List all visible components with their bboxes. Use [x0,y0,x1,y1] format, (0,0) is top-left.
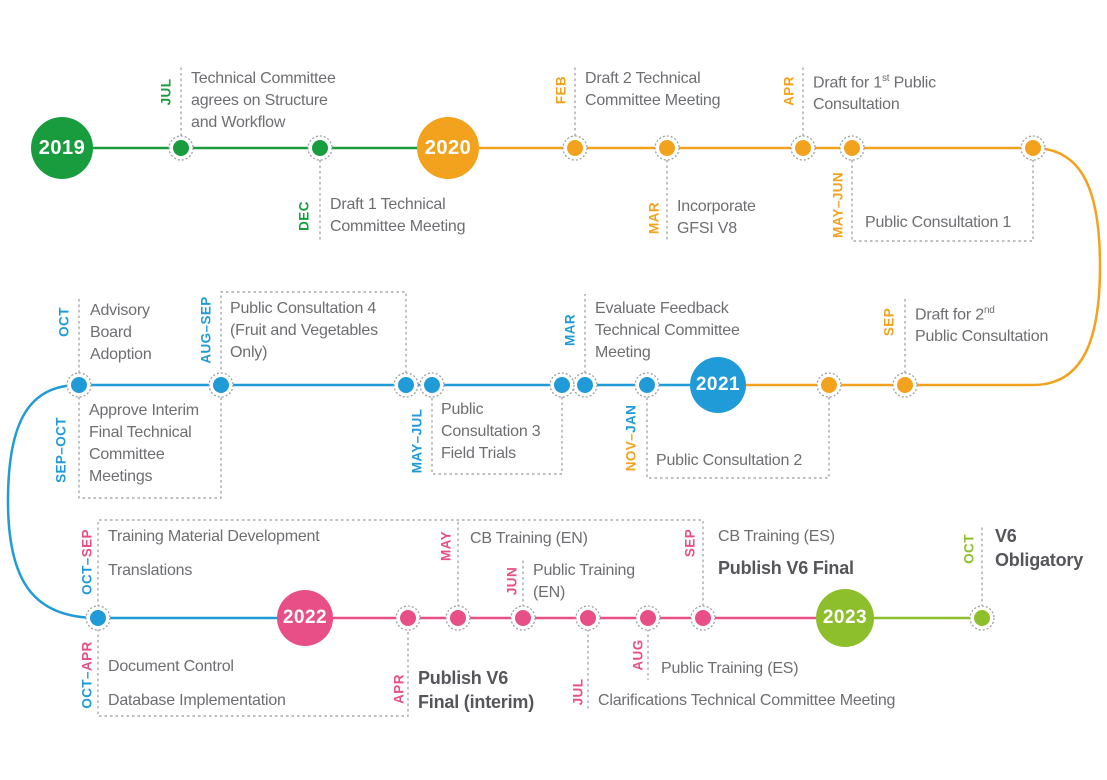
dot-jul-2019 [168,135,194,161]
milestone-clarifications-meeting: Clarifications Technical Committee Meeti… [598,692,896,709]
dot-oct-2023 [969,605,995,631]
dot-jul-2022 [575,605,601,631]
dot-feb-2020 [562,135,588,161]
span-box-document-control [97,629,409,717]
milestone-approve-interim: Approve Interim Final Technical Committe… [89,402,199,485]
timeline-segment-blue [6,383,718,620]
milestone-public-consultation-3: Public Consultation 3 Field Trials [441,401,541,462]
dot-apr-2020 [790,135,816,161]
year-node-2023: 2023 [816,589,874,647]
span-box-public-consultation-3 [431,397,563,475]
milestone-draft-1st-consultation: Draft for 1st Public Consultation [813,73,936,114]
milestone-public-consultation-2: Public Consultation 2 [656,452,803,469]
year-label-2021: 2021 [695,374,741,395]
dot-mar-2021 [572,372,598,398]
dot-jun-2020 [1020,135,1046,161]
dot-sep-2022 [690,605,716,631]
milestone-document-control: Document Control Database Implementation [108,658,286,709]
year-node-2020: 2020 [417,117,479,179]
milestone-public-consultation-4: Public Consultation 4 (Fruit and Vegetab… [230,300,378,361]
span-box-public-consultation-1 [851,160,1034,242]
milestone-training-material: Training Material Development Translatio… [108,528,320,579]
dot-apr-2022 [395,605,421,631]
year-node-2022: 2022 [277,590,333,646]
leader-lines [78,66,1034,717]
milestone-public-training-en: Public Training (EN) [533,562,635,601]
dot-may-2022 [445,605,471,631]
milestone-draft1-meeting: Draft 1 Technical Committee Meeting [330,196,466,235]
dot-oct-2021-row3 [85,605,111,631]
dot-aug-2022 [635,605,661,631]
milestone-evaluate-feedback: Evaluate Feedback Technical Committee Me… [595,300,740,361]
milestone-public-training-es: Public Training (ES) [661,660,799,677]
milestone-public-consultation-1: Public Consultation 1 [865,214,1012,231]
dot-dec-2019 [307,135,333,161]
dot-oct-2021 [66,372,92,398]
span-box-public-consultation-2 [646,397,830,479]
milestone-dots [66,135,1046,631]
milestone-v6-obligatory: V6 Obligatory [995,526,1084,570]
dot-jul-2021 [419,372,445,398]
milestone-draft-2nd-consultation: Draft for 2nd Public Consultation [915,305,1049,346]
milestone-structure-workflow: Technical Committee agrees on Structure … [191,70,336,131]
milestone-publish-v6-interim: Publish V6 Final (interim) [418,668,535,712]
milestone-incorporate-gfsi: Incorporate GFSI V8 [677,198,756,237]
span-box-approve-interim [78,397,222,499]
milestone-publish-v6-final: Publish V6 Final [718,558,854,578]
dot-nov-2020 [816,372,842,398]
year-label-2023: 2023 [822,607,868,628]
dot-sep-2021 [208,372,234,398]
dot-jun-2022 [510,605,536,631]
year-node-2019: 2019 [31,117,93,179]
milestone-draft2-meeting: Draft 2 Technical Committee Meeting [585,70,721,109]
milestone-cb-training-en: CB Training (EN) [470,530,588,547]
dot-may-2020 [839,135,865,161]
year-node-2021: 2021 [690,357,746,413]
span-box-public-consultation-4 [220,291,407,373]
timeline-paths [6,146,1102,620]
milestone-cb-training-es: CB Training (ES) Publish V6 Final [718,528,854,578]
year-label-2019: 2019 [38,136,86,159]
dot-jan-2021 [634,372,660,398]
milestone-advisory-board: Advisory Board Adoption [90,302,152,363]
timeline-segment-orange [448,146,1102,387]
year-label-2020: 2020 [424,136,472,159]
dot-may-2021 [549,372,575,398]
dot-mar-2020 [654,135,680,161]
dot-aug-2021 [393,372,419,398]
dot-sep-2020 [892,372,918,398]
year-label-2022: 2022 [282,607,328,628]
